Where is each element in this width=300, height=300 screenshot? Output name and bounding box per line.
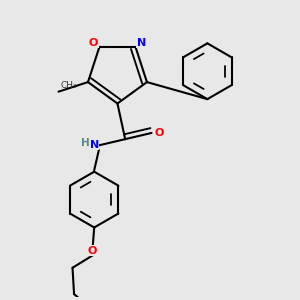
Text: O: O: [154, 128, 164, 138]
Text: N: N: [90, 140, 99, 150]
Text: H: H: [80, 138, 89, 148]
Text: O: O: [89, 38, 98, 48]
Text: N: N: [136, 38, 146, 48]
Text: O: O: [88, 246, 97, 256]
Text: CH₃: CH₃: [60, 81, 77, 90]
